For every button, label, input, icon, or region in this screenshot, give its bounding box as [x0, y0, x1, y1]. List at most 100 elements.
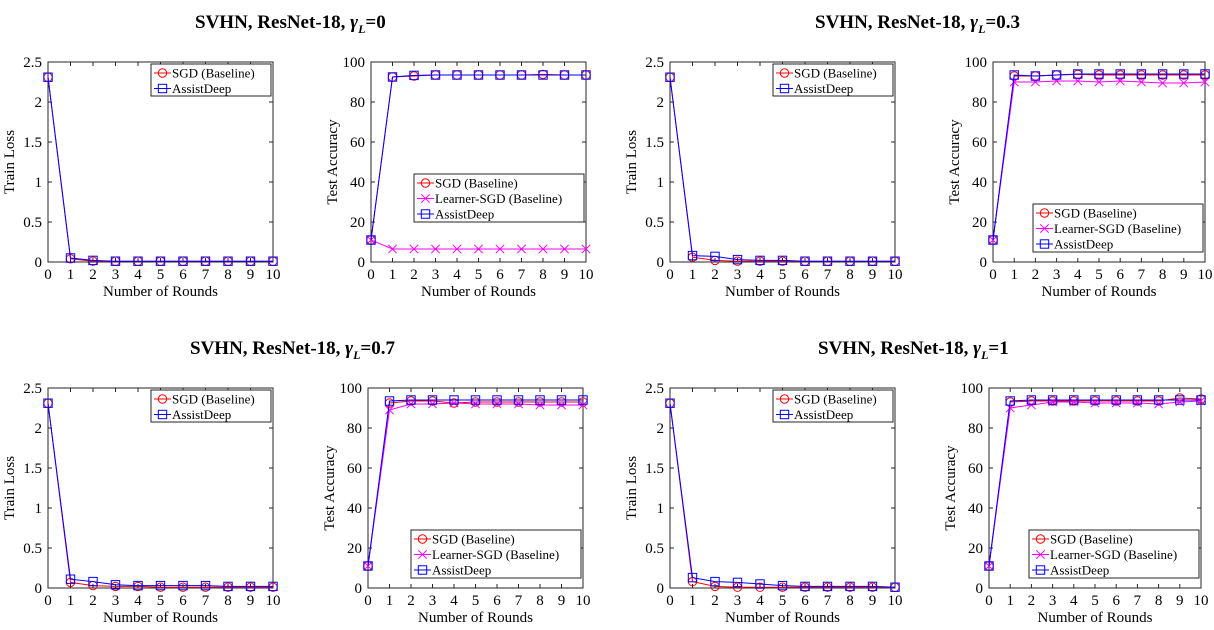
legend-swatch-marker	[1039, 239, 1050, 249]
data-point	[495, 244, 505, 254]
data-point	[556, 400, 567, 410]
x-tick-label: 10	[579, 267, 594, 283]
title-symbol: γ	[345, 338, 354, 359]
y-tick-label: 0	[35, 255, 43, 271]
x-tick-label: 2	[407, 593, 415, 609]
data-point	[867, 581, 878, 592]
data-point	[513, 395, 524, 405]
data-point	[867, 256, 878, 266]
data-point	[822, 581, 833, 592]
x-tick-label: 6	[801, 267, 809, 283]
x-tick-label: 10	[1194, 593, 1209, 609]
data-point	[1030, 77, 1040, 87]
data-point	[732, 254, 743, 265]
legend-swatch-marker	[779, 68, 790, 78]
legend-swatch-marker	[779, 409, 790, 420]
y-tick-label: 20	[350, 215, 365, 231]
x-tick-label: 8	[1159, 267, 1167, 283]
x-tick-label: 10	[266, 593, 281, 609]
x-tick-label: 9	[247, 267, 255, 283]
x-tick-label: 8	[846, 267, 854, 283]
data-point	[1009, 70, 1019, 80]
data-point	[535, 395, 545, 405]
series-assistdeep	[366, 70, 591, 245]
x-axis-label: Number of Rounds	[725, 610, 840, 626]
data-point	[155, 256, 166, 266]
y-axis-label: Train Loss	[624, 130, 640, 194]
x-tick-label: 0	[985, 593, 993, 609]
data-point	[755, 255, 765, 266]
data-point	[845, 581, 855, 592]
title-symbol: γ	[970, 12, 979, 33]
legend-label: AssistDeep	[794, 407, 853, 422]
legend: SGD (Baseline)Learner-SGD (Baseline)Assi…	[1028, 529, 1200, 579]
legend-label: AssistDeep	[172, 81, 231, 96]
legend-label: AssistDeep	[1050, 563, 1109, 578]
series-assistdeep	[43, 398, 278, 592]
y-axis-label: Test Accuracy	[325, 119, 341, 205]
data-point	[473, 244, 484, 254]
data-point	[845, 256, 855, 266]
y-tick-label: 1.5	[23, 135, 42, 151]
x-tick-label: 2	[711, 267, 719, 283]
data-point	[1196, 395, 1206, 405]
series-assistdeep	[988, 69, 1210, 245]
x-tick-label: 5	[779, 593, 787, 609]
x-axis-label: Number of Rounds	[1042, 284, 1157, 300]
data-point	[363, 561, 373, 571]
series-line	[992, 73, 1205, 241]
data-point	[710, 251, 720, 262]
series-line	[47, 403, 273, 588]
y-tick-label: 2.5	[645, 55, 664, 71]
data-point	[1136, 69, 1147, 79]
legend: SGD (Baseline)AssistDeep	[772, 63, 894, 97]
y-tick-label: 2	[657, 421, 665, 437]
data-point	[1094, 69, 1104, 79]
series-line	[47, 77, 273, 262]
data-point	[245, 581, 256, 592]
data-point	[556, 395, 567, 405]
legend-box	[1028, 529, 1200, 579]
legend: SGD (Baseline)Learner-SGD (Baseline)Assi…	[413, 173, 585, 223]
series-learner-sgd-baseline	[366, 235, 591, 254]
x-tick-label: 7	[515, 593, 523, 609]
legend-swatch-marker	[1039, 223, 1050, 234]
x-axis-label: Number of Rounds	[418, 610, 533, 626]
data-point	[581, 244, 591, 254]
legend-label: AssistDeep	[794, 81, 853, 96]
data-point	[492, 395, 502, 405]
data-point	[473, 70, 484, 80]
chart-title: SVHN, ResNet-18, γL=0.3	[815, 12, 1020, 37]
data-point	[1158, 78, 1168, 88]
x-tick-label: 7	[1134, 593, 1142, 609]
y-tick-label: 0	[358, 255, 366, 271]
x-tick-label: 3	[1049, 593, 1057, 609]
data-point	[687, 572, 698, 583]
legend-label: Learner-SGD (Baseline)	[435, 191, 562, 206]
x-tick-label: 9	[558, 593, 566, 609]
x-tick-label: 10	[888, 593, 903, 609]
x-tick-label: 5	[1091, 593, 1099, 609]
data-point	[1030, 71, 1041, 81]
data-point	[155, 580, 166, 591]
chart-title: SVHN, ResNet-18, γL=0	[195, 12, 386, 37]
x-tick-label: 5	[475, 267, 483, 283]
data-point	[406, 395, 416, 405]
data-point	[1111, 395, 1121, 405]
data-point	[200, 580, 211, 591]
legend-label: SGD (Baseline)	[435, 176, 518, 191]
y-tick-label: 1.5	[645, 135, 664, 151]
data-point	[110, 256, 121, 266]
title-suffix: =0	[365, 12, 386, 33]
x-tick-label: 3	[432, 267, 440, 283]
data-point	[665, 72, 675, 82]
data-point	[559, 244, 570, 254]
legend: SGD (Baseline)AssistDeep	[150, 63, 272, 97]
plot-area	[370, 61, 587, 263]
legend-box	[772, 389, 894, 423]
y-tick-label: 100	[965, 55, 988, 71]
x-axis-label: Number of Rounds	[103, 284, 218, 300]
